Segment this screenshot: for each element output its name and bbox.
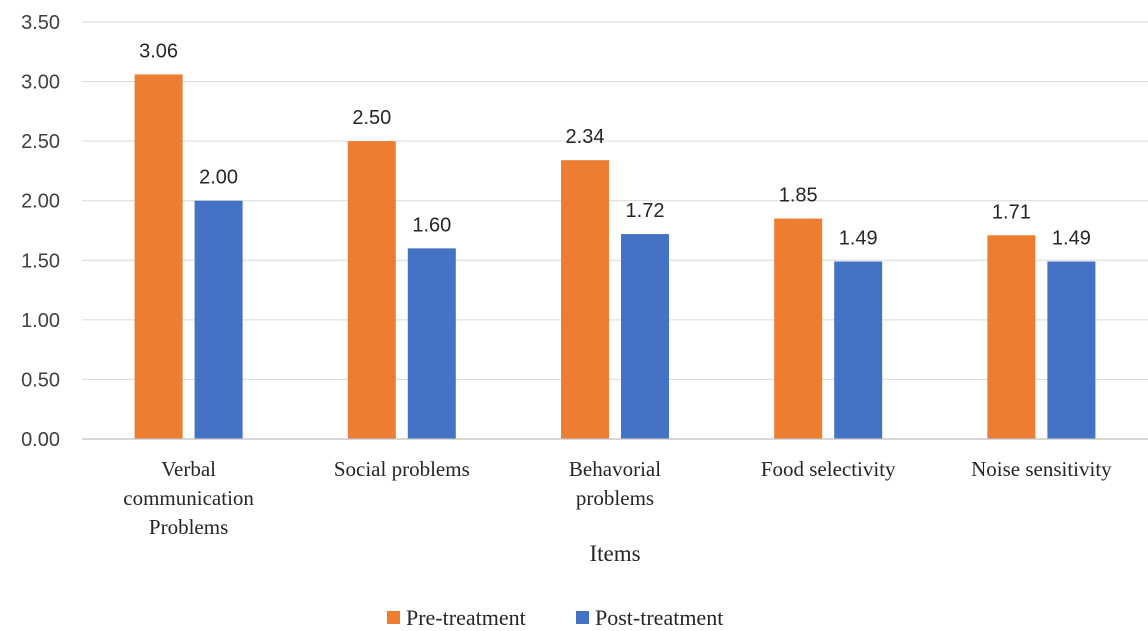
legend-label: Post-treatment — [595, 605, 723, 630]
y-tick-label: 2.00 — [21, 191, 60, 213]
post-treatment-bar — [194, 200, 243, 439]
post-treatment-bar — [621, 234, 669, 439]
x-tick-label: Noise sensitivity — [971, 457, 1112, 481]
pre-treatment-bar — [774, 218, 823, 439]
y-tick-label: 0.50 — [21, 369, 60, 391]
data-label: 2.50 — [352, 107, 391, 129]
data-label: 1.49 — [839, 227, 878, 249]
x-tick-label: Social problems — [334, 457, 470, 481]
x-tick-label: Verbal communication Problems — [123, 457, 254, 539]
data-labels: 3.06 2.00 2.50 1.60 2.34 1.72 1.85 1.49 1.71 1.49 — [139, 40, 1091, 249]
legend-swatch — [387, 611, 400, 624]
x-axis-title: Items — [589, 541, 640, 566]
y-tick-label: 1.00 — [21, 310, 60, 332]
gridlines — [82, 21, 1148, 380]
y-tick-label: 3.00 — [21, 72, 60, 94]
y-tick-label: 3.50 — [21, 12, 60, 34]
data-label: 2.00 — [199, 167, 238, 189]
x-tick-label: Food selectivity — [761, 457, 896, 481]
legend-label: Pre-treatment — [406, 605, 526, 630]
y-tick-label: 0.00 — [21, 429, 60, 451]
legend: Pre-treatment Post-treatment — [387, 605, 723, 630]
post-treatment-bar — [407, 248, 456, 439]
y-axis-ticks: 0.00 0.50 1.00 1.50 2.00 2.50 3.00 3.50 — [21, 12, 60, 451]
data-label: 1.71 — [992, 201, 1031, 223]
data-label: 1.85 — [779, 185, 818, 207]
y-tick-label: 2.50 — [21, 131, 60, 153]
y-tick-label: 1.50 — [21, 250, 60, 272]
data-label: 1.72 — [626, 200, 665, 222]
pre-treatment-bar — [134, 74, 183, 440]
data-label: 3.06 — [139, 40, 178, 62]
legend-swatch — [576, 611, 589, 624]
x-tick-label: Behavorial problems — [569, 457, 661, 510]
post-treatment-bar — [1047, 261, 1096, 439]
bars — [134, 74, 1096, 440]
pre-treatment-bar — [347, 141, 396, 439]
post-treatment-bar — [834, 261, 883, 439]
data-label: 1.49 — [1052, 227, 1091, 249]
pre-treatment-bar — [987, 235, 1036, 439]
data-label: 1.60 — [412, 214, 451, 236]
data-label: 2.34 — [566, 126, 605, 148]
x-axis-ticks: Verbal communication Problems Social proble… — [123, 457, 1112, 539]
pre-treatment-bar — [561, 160, 609, 439]
